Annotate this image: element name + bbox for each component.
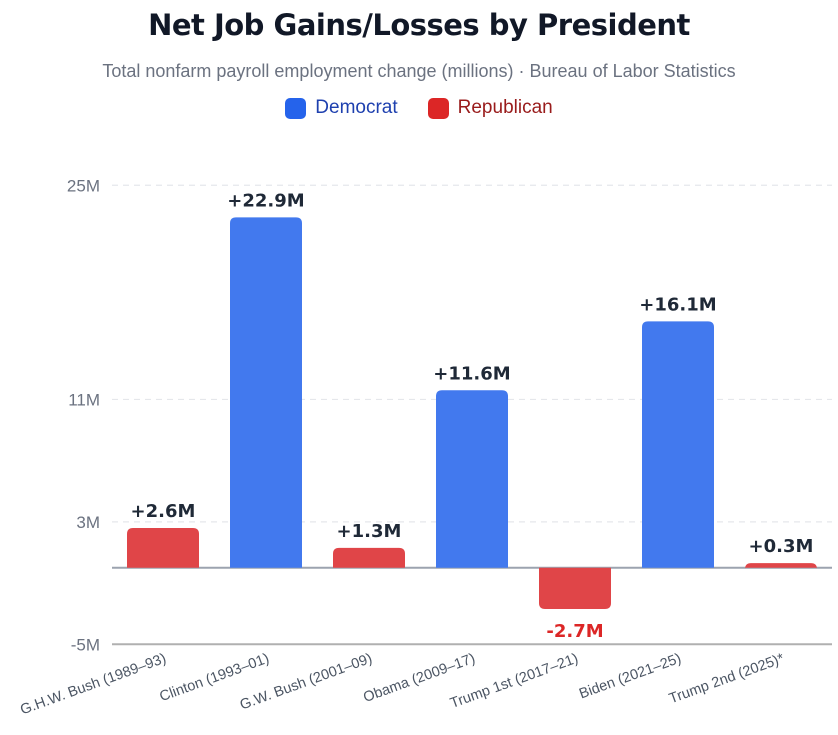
y-tick-label: -5M bbox=[71, 635, 100, 654]
data-label: +1.3M bbox=[337, 521, 402, 542]
data-label: +2.6M bbox=[131, 501, 196, 522]
bar bbox=[539, 567, 611, 610]
y-tick-label: 25M bbox=[67, 176, 100, 195]
y-tick-label: 3M bbox=[76, 513, 100, 532]
bar bbox=[745, 563, 817, 570]
data-label: +22.9M bbox=[227, 190, 304, 211]
x-tick-label: Trump 2nd (2025)* bbox=[667, 651, 787, 708]
x-tick-label: G.H.W. Bush (1989–93) bbox=[18, 651, 168, 719]
legend-label-democrat: Democrat bbox=[315, 97, 398, 118]
bar bbox=[230, 217, 302, 568]
bar bbox=[127, 527, 199, 568]
bar bbox=[333, 547, 405, 568]
data-label: -2.7M bbox=[546, 621, 603, 642]
data-label: +11.6M bbox=[433, 363, 510, 384]
legend-swatch-democrat bbox=[285, 97, 307, 119]
legend-item-republican[interactable]: Republican bbox=[427, 97, 553, 119]
bar bbox=[436, 390, 508, 568]
chart-subtitle: Total nonfarm payroll employment change … bbox=[102, 61, 736, 81]
chart-title: Net Job Gains/Losses by President bbox=[148, 8, 690, 42]
data-label: +16.1M bbox=[639, 294, 716, 315]
legend-swatch-republican bbox=[427, 97, 449, 119]
data-label: +0.3M bbox=[749, 536, 814, 557]
y-tick-label: 11M bbox=[68, 390, 100, 409]
legend-item-democrat[interactable]: Democrat bbox=[285, 97, 398, 119]
bar bbox=[642, 321, 714, 568]
legend: Democrat Republican bbox=[0, 97, 838, 119]
legend-label-republican: Republican bbox=[457, 97, 553, 118]
